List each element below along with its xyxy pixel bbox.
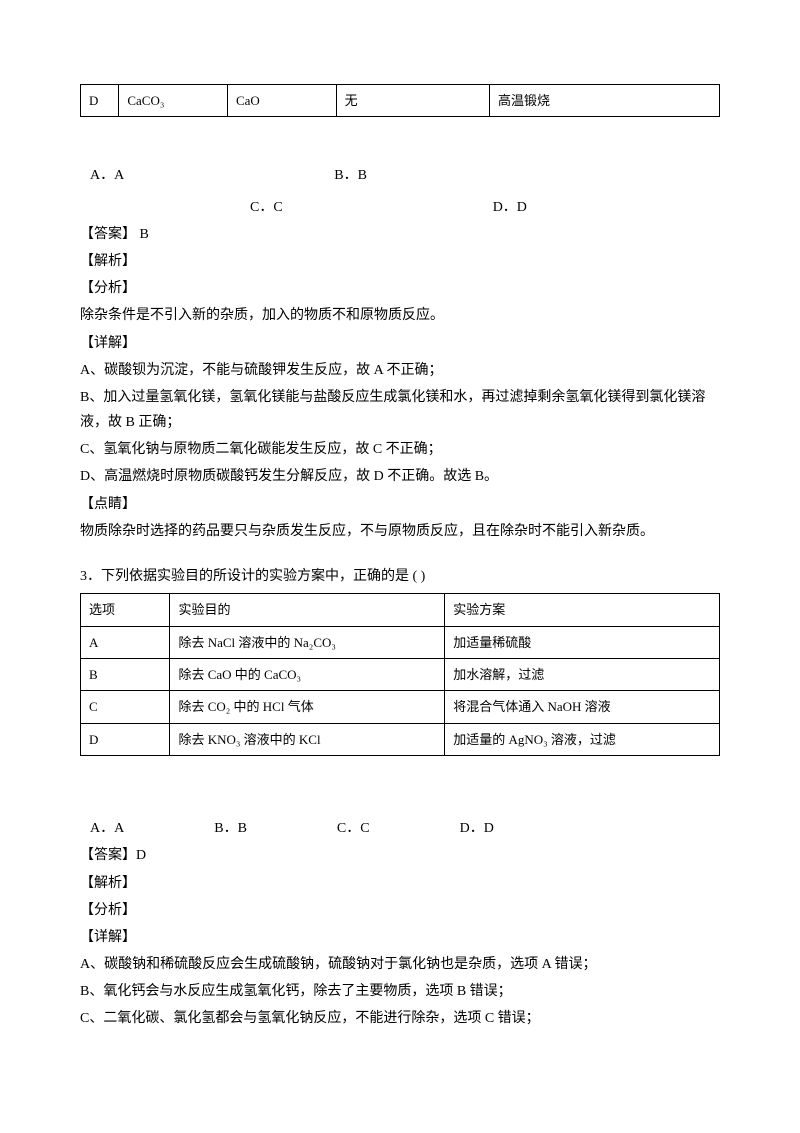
cell: 除去 NaCl 溶液中的 Na₂CO₃: [170, 626, 445, 658]
answer-value: B: [136, 227, 149, 242]
option-c: C．C: [337, 816, 370, 841]
cell: 加适量稀硫酸: [445, 626, 720, 658]
q1-section-detail: 【详解】: [80, 331, 720, 356]
cell: 高温锻烧: [489, 85, 719, 117]
col-header: 实验方案: [445, 594, 720, 626]
q1-detail-c: C、氢氧化钠与原物质二氧化碳能发生反应，故 C 不正确；: [80, 437, 720, 462]
q2-section-analyze: 【分析】: [80, 898, 720, 923]
table-row: D 除去 KNO₃ 溶液中的 KCl 加适量的 AgNO₃ 溶液，过滤: [81, 723, 720, 755]
answer-value: D: [136, 848, 146, 863]
answer-label: 【答案】: [80, 227, 136, 242]
col-header: 选项: [81, 594, 170, 626]
table-row: D CaCO₃ CaO 无 高温锻烧: [81, 85, 720, 117]
cell: 将混合气体通入 NaOH 溶液: [445, 691, 720, 723]
table-q2: 选项 实验目的 实验方案 A 除去 NaCl 溶液中的 Na₂CO₃ 加适量稀硫…: [80, 593, 720, 756]
q1-section-explain: 【解析】: [80, 249, 720, 274]
cell: 加适量的 AgNO₃ 溶液，过滤: [445, 723, 720, 755]
q1-detail-d: D、高温燃烧时原物质碳酸钙发生分解反应，故 D 不正确。故选 B。: [80, 464, 720, 489]
q2-section-explain: 【解析】: [80, 871, 720, 896]
q1-detail-a: A、碳酸钡为沉淀，不能与硫酸钾发生反应，故 A 不正确；: [80, 358, 720, 383]
option-b: B．B: [334, 163, 367, 188]
table-row: B 除去 CaO 中的 CaCO₃ 加水溶解，过滤: [81, 658, 720, 690]
option-a: A．A: [90, 816, 124, 841]
cell: 除去 CO₂ 中的 HCl 气体: [170, 691, 445, 723]
cell: 除去 KNO₃ 溶液中的 KCl: [170, 723, 445, 755]
table-q1-fragment: D CaCO₃ CaO 无 高温锻烧: [80, 84, 720, 117]
q2-detail-c: C、二氧化碳、氯化氢都会与氢氧化钠反应，不能进行除杂，选项 C 错误；: [80, 1006, 720, 1031]
q1-tip-text: 物质除杂时选择的药品要只与杂质发生反应，不与原物质反应，且在除杂时不能引入新杂质…: [80, 519, 720, 544]
table-header-row: 选项 实验目的 实验方案: [81, 594, 720, 626]
q1-answer: 【答案】 B: [80, 222, 720, 247]
q2-options-row: A．A B．B C．C D．D: [80, 816, 720, 841]
col-header: 实验目的: [170, 594, 445, 626]
cell: B: [81, 658, 170, 690]
q1-section-tip: 【点睛】: [80, 492, 720, 517]
option-d: D．D: [460, 816, 494, 841]
q2-detail-a: A、碳酸钠和稀硫酸反应会生成硫酸钠，硫酸钠对于氯化钠也是杂质，选项 A 错误；: [80, 952, 720, 977]
cell: 加水溶解，过滤: [445, 658, 720, 690]
option-c: C．C: [250, 195, 283, 220]
q2-section-detail: 【详解】: [80, 925, 720, 950]
q1-options-row1: A．A B．B: [80, 163, 720, 188]
cell: 除去 CaO 中的 CaCO₃: [170, 658, 445, 690]
q2-detail-b: B、氧化钙会与水反应生成氢氧化钙，除去了主要物质，选项 B 错误；: [80, 979, 720, 1004]
q2-stem: 3．下列依据实验目的所设计的实验方案中，正确的是 ( ): [80, 564, 720, 589]
q1-section-analyze: 【分析】: [80, 276, 720, 301]
option-d: D．D: [493, 195, 527, 220]
table-row: A 除去 NaCl 溶液中的 Na₂CO₃ 加适量稀硫酸: [81, 626, 720, 658]
cell: CaO: [227, 85, 336, 117]
cell: A: [81, 626, 170, 658]
answer-label: 【答案】: [80, 848, 136, 863]
cell: C: [81, 691, 170, 723]
q1-options-row2: C．C D．D: [80, 195, 720, 220]
option-b: B．B: [214, 816, 247, 841]
cell: D: [81, 85, 119, 117]
q1-analysis-text: 除杂条件是不引入新的杂质，加入的物质不和原物质反应。: [80, 303, 720, 328]
q2-answer: 【答案】D: [80, 843, 720, 868]
cell: 无: [336, 85, 489, 117]
cell: D: [81, 723, 170, 755]
cell: CaCO₃: [119, 85, 228, 117]
table-row: C 除去 CO₂ 中的 HCl 气体 将混合气体通入 NaOH 溶液: [81, 691, 720, 723]
q1-detail-b: B、加入过量氢氧化镁，氢氧化镁能与盐酸反应生成氯化镁和水，再过滤掉剩余氢氧化镁得…: [80, 385, 720, 435]
option-a: A．A: [90, 163, 124, 188]
